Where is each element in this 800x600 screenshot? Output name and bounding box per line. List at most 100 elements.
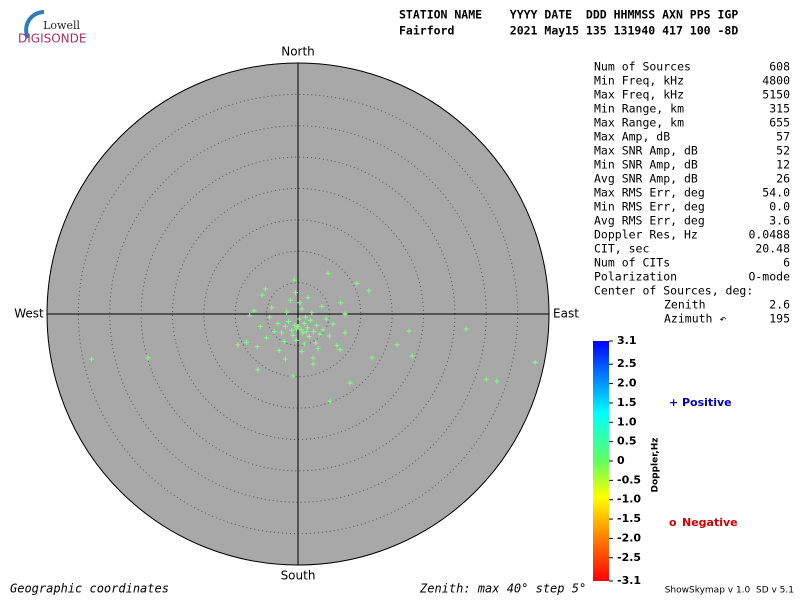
source-point (327, 398, 333, 404)
direction-label: East (553, 307, 579, 321)
colorbar-tick-label: 0.5 (617, 435, 637, 448)
source-point (330, 321, 336, 327)
stat-label: Min Range, km (594, 102, 684, 116)
source-point (314, 322, 320, 328)
source-point (306, 334, 312, 340)
colorbar-tick-label: -2.0 (617, 531, 641, 544)
source-point (255, 367, 261, 373)
source-point (282, 356, 288, 362)
colorbar-label: Doppler,Hz (651, 437, 661, 492)
source-point (311, 329, 317, 335)
legend-label: Positive (682, 396, 732, 409)
source-point (254, 344, 260, 350)
source-point (304, 325, 310, 331)
stat-value: 12 (776, 158, 790, 172)
source-point (292, 290, 298, 296)
stat-value: 3.6 (769, 214, 790, 228)
stat-value: 20.48 (755, 242, 790, 256)
direction-label: South (281, 569, 316, 583)
legend-symbol: + (669, 396, 678, 409)
stat-value: 2.6 (769, 298, 790, 312)
stat-value: 315 (769, 102, 790, 116)
colorbar-tick-label: -1.0 (617, 493, 641, 506)
source-point (337, 347, 343, 353)
source-point (304, 329, 310, 335)
stat-label: Doppler Res, Hz (594, 228, 698, 242)
source-point (310, 361, 316, 367)
footer-middle: Zenith: max 40° step 5° (419, 582, 586, 596)
source-point (317, 331, 323, 337)
source-point (259, 292, 265, 298)
stat-value: 57 (776, 130, 790, 144)
stat-value: 6 (783, 256, 790, 270)
source-point (299, 349, 305, 355)
source-point (325, 270, 331, 276)
direction-label: North (281, 45, 315, 59)
source-point (287, 297, 293, 303)
stat-label: Min RMS Err, deg (594, 200, 705, 214)
source-point (89, 356, 95, 362)
source-point (293, 337, 299, 343)
source-point (290, 373, 296, 379)
source-point (532, 359, 538, 365)
stat-label: Center of Sources, deg: (594, 284, 753, 298)
source-point (267, 314, 273, 320)
stat-label: Avg RMS Err, deg (594, 214, 705, 228)
stat-value: 52 (776, 144, 790, 158)
stat-label: Max RMS Err, deg (594, 186, 705, 200)
stat-label: CIT, sec (594, 242, 649, 256)
source-point (342, 311, 348, 317)
source-point (315, 346, 321, 352)
source-point (297, 300, 303, 306)
source-point (338, 300, 344, 306)
colorbar-tick-label: -2.5 (617, 551, 641, 564)
source-point (309, 310, 315, 316)
stat-value: 54.0 (762, 186, 790, 200)
stat-label: Max SNR Amp, dB (594, 144, 698, 158)
source-point (347, 380, 353, 386)
source-point (305, 295, 311, 301)
source-point (247, 312, 253, 318)
source-point (286, 319, 292, 325)
stat-value: 5150 (762, 88, 790, 102)
source-point (275, 320, 281, 326)
stat-label: Azimuth ↶ (664, 312, 726, 326)
source-point (244, 339, 250, 345)
colorbar-tick-label: -1.5 (617, 512, 641, 525)
source-point (326, 333, 332, 339)
source-point (281, 339, 287, 345)
source-point (483, 376, 489, 382)
source-point (320, 327, 326, 333)
colorbar-tick-label: 2.0 (617, 377, 637, 390)
source-point (463, 326, 469, 332)
source-point (264, 335, 270, 341)
colorbar-tick-label: 0 (617, 454, 625, 467)
colorbar-tick-label: 1.0 (617, 415, 637, 428)
header-line: Fairford 2021 May15 135 131940 417 100 -… (399, 24, 738, 38)
source-point (251, 308, 257, 314)
logo-swoosh (24, 10, 45, 39)
source-point (295, 324, 301, 330)
source-point (308, 317, 314, 323)
source-point (334, 342, 340, 348)
logo-top: Lowell (43, 19, 80, 32)
source-point (294, 326, 300, 332)
source-point (257, 324, 263, 330)
source-point (310, 355, 316, 361)
source-point (298, 327, 304, 333)
source-point (494, 378, 500, 384)
source-point (292, 322, 298, 328)
source-point (269, 305, 275, 311)
footer-left: Geographic coordinates (10, 582, 169, 596)
stat-label: Max Freq, kHz (594, 88, 684, 102)
source-point (276, 347, 282, 353)
source-point (289, 327, 295, 333)
legend-symbol: o (669, 516, 677, 529)
colorbar-tick-label: 1.5 (617, 396, 637, 409)
source-point (342, 330, 348, 336)
source-point (284, 309, 290, 315)
source-point (354, 280, 360, 286)
source-point (323, 316, 329, 322)
source-point (290, 332, 296, 338)
stat-label: Num of Sources (594, 60, 691, 74)
